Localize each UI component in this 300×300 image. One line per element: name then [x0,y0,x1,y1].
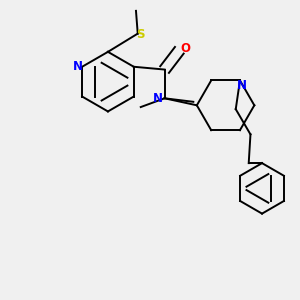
Text: N: N [153,92,163,105]
Text: N: N [73,60,83,73]
Text: S: S [136,28,145,41]
Text: N: N [237,79,247,92]
Text: O: O [180,42,190,55]
